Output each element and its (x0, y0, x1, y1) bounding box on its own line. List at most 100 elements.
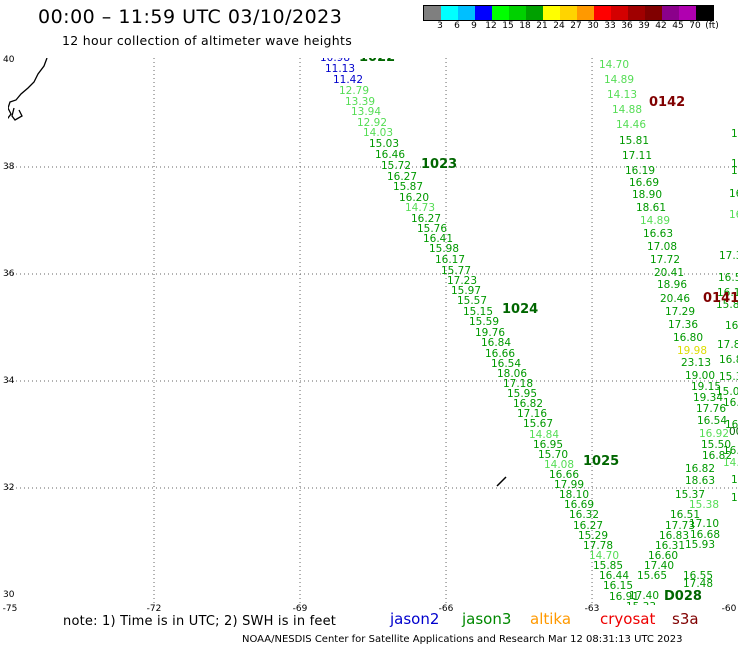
wave-height-label: 17.73 (664, 520, 696, 532)
footnote: note: 1) Time is in UTC; 2) SWH is in fe… (63, 614, 337, 629)
wave-height-label-edge: 16.8 (719, 354, 738, 366)
legend-tick-label: 9 (471, 21, 477, 31)
wave-height-label: 15.57 (456, 295, 488, 307)
wave-height-label-edge: 16.8 (723, 445, 738, 457)
legend-swatch (679, 6, 696, 20)
map-area: 10.98 11.13 11.42 12.79 13.39 13.94 12.92 14.03… (8, 58, 738, 605)
wave-height-label: 14.70 (588, 550, 620, 562)
wave-height-label-edge: 15 (731, 492, 738, 504)
wave-height-label: 17.40 (643, 560, 675, 572)
wave-height-label: 16.82 (701, 450, 733, 462)
legend-tick-label: 3 (437, 21, 443, 31)
wave-height-label: 14.89 (639, 215, 671, 227)
latitude-label: 38 (3, 162, 15, 172)
legend-swatch (628, 6, 645, 20)
wave-height-label-edge: 15.1 (731, 165, 738, 177)
wave-height-label-edge: 16.87 (725, 419, 738, 431)
wave-height-label: 17.08 (646, 241, 678, 253)
latitude-label: 30 (3, 590, 15, 600)
wave-height-label: 14.84 (528, 429, 560, 441)
wave-height-label: 16.41 (422, 233, 454, 245)
legend-swatch (526, 6, 543, 20)
wave-height-label-edge: 16.8 (731, 474, 738, 486)
wave-height-label: 14.89 (603, 74, 635, 86)
wave-height-label: 15.03 (368, 138, 400, 150)
legend-swatch (560, 6, 577, 20)
wave-height-label: 16.92 (698, 428, 730, 440)
wave-height-label: 17.72 (649, 254, 681, 266)
wave-height-label: 16.55 (682, 570, 714, 582)
wave-height-label: 15.37 (674, 489, 706, 501)
wave-height-label: 15.50 (700, 439, 732, 451)
legend-swatch (441, 6, 458, 20)
longitude-label: -66 (438, 604, 454, 614)
satellite-legend-item: jason3 (462, 610, 512, 628)
wave-height-label-edge: 16.4 (729, 188, 738, 200)
wave-height-label: 16.63 (642, 228, 674, 240)
wave-height-label: 20.41 (653, 267, 685, 279)
wave-height-label: 16.82 (684, 463, 716, 475)
wave-height-label: 16.95 (532, 439, 564, 451)
wave-height-label: 18.06 (496, 368, 528, 380)
map-canvas (8, 58, 738, 605)
pass-label: 1023 (421, 157, 458, 172)
wave-height-label: 10.98 (319, 58, 351, 64)
wave-height-label: 18.10 (558, 489, 590, 501)
wave-height-label: 15.87 (392, 181, 424, 193)
wave-height-label: 14.08 (543, 459, 575, 471)
wave-height-label: 15.81 (618, 135, 650, 147)
wave-height-label: 13.94 (350, 106, 382, 118)
wave-height-label: 17.36 (667, 319, 699, 331)
pass-label: D028 (664, 589, 702, 604)
wave-height-label: 15.38 (688, 499, 720, 511)
wave-height-label: 16.91 (608, 591, 640, 603)
wave-height-label: 11.42 (332, 74, 364, 86)
longitude-label: -75 (2, 604, 18, 614)
wave-height-label: 15.95 (506, 388, 538, 400)
wave-height-label-edge: 15 (731, 158, 738, 170)
satellite-legend-item: altika (530, 610, 572, 628)
wave-height-label: 17.16 (516, 408, 548, 420)
wave-height-label: 16.15 (602, 580, 634, 592)
pass-label: 0141 (703, 291, 738, 306)
wave-height-label: 15.85 (592, 560, 624, 572)
legend-swatch (458, 6, 475, 20)
legend-swatch (594, 6, 611, 20)
legend-tick-label: 27 (570, 21, 582, 31)
wave-height-label: 16.69 (563, 499, 595, 511)
map-subtitle: 12 hour collection of altimeter wave hei… (62, 33, 353, 48)
legend-tick-label: 33 (604, 21, 616, 31)
satellite-legend-item: cryosat (600, 610, 656, 628)
wave-height-label: 14.03 (362, 127, 394, 139)
wave-height-label: 14.88 (611, 104, 643, 116)
wave-height-label: 17.78 (582, 540, 614, 552)
legend-tick-label: 24 (553, 21, 565, 31)
legend-tick-label: 42 (655, 21, 667, 31)
wave-height-label: 16.82 (512, 398, 544, 410)
map-title: 00:00 – 11:59 UTC 03/10/2023 (38, 6, 343, 28)
wave-height-label: 14.13 (606, 89, 638, 101)
longitude-label: -69 (292, 604, 308, 614)
pass-label: 1024 (502, 302, 539, 317)
pass-label: 1022 (359, 58, 395, 65)
wave-height-label: 16.32 (568, 509, 600, 521)
wave-height-label-edge: 17.37 (719, 250, 738, 262)
color-legend-bar (423, 5, 714, 21)
wave-height-label: 23.13 (680, 357, 712, 369)
wave-height-label: 15.65 (636, 570, 668, 582)
wave-height-label: 16.17 (434, 254, 466, 266)
wave-height-label: 17.76 (695, 403, 727, 415)
wave-height-label: 15.70 (537, 449, 569, 461)
longitude-label: -63 (584, 604, 600, 614)
wave-height-label: 16.60 (647, 550, 679, 562)
wave-height-label: 19.98 (676, 345, 708, 357)
wave-height-label: 15.76 (416, 223, 448, 235)
wave-height-label: 17.40 (628, 590, 660, 602)
wave-height-label: 11.13 (324, 63, 356, 75)
wave-height-label: 16.66 (484, 348, 516, 360)
wave-height-label: 17.11 (621, 150, 653, 162)
legend-tick-label: 36 (621, 21, 633, 31)
wave-height-label-edge: 00 (729, 426, 738, 438)
legend-swatch (696, 6, 713, 20)
latitude-label: 32 (3, 483, 15, 493)
